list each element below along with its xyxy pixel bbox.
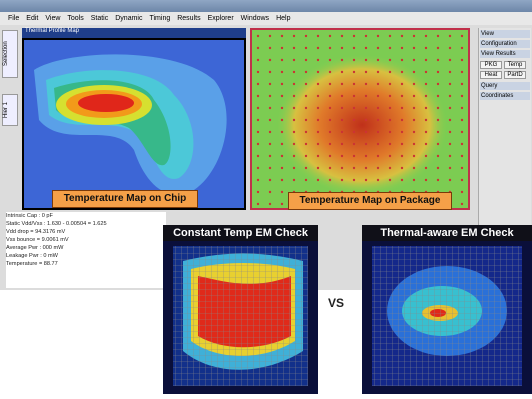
section-header: View — [480, 30, 530, 38]
menu-bar: File Edit View Tools Static Dynamic Timing Resu… — [0, 12, 532, 25]
section-header: Coordinates — [480, 92, 530, 100]
log-line: Temperature = 88.77 — [6, 261, 58, 267]
button[interactable]: PartD — [504, 71, 526, 79]
menu-item[interactable]: Static — [90, 15, 109, 22]
log-line: Intrinsic Cap : 0 pF — [6, 213, 53, 219]
log-line: Static Vdd/Vss : 1.630 - 0.00504 = 1.625 — [6, 221, 107, 227]
button[interactable]: PKG — [480, 61, 502, 69]
button[interactable]: Temp — [504, 61, 526, 69]
log-line: Vss bounce = 9.0061 mV — [6, 237, 69, 243]
package-label: Temperature Map on Package — [288, 192, 452, 210]
vs-label: VS — [328, 296, 345, 310]
em-left-panel: Constant Temp EM Check — [163, 225, 318, 394]
menu-item[interactable]: Dynamic — [115, 15, 143, 22]
em-right-panel: Thermal-aware EM Check — [362, 225, 532, 394]
section-header: View Results — [480, 50, 530, 58]
button[interactable]: Heat — [480, 71, 502, 79]
menu-item[interactable]: Help — [276, 15, 291, 22]
em-map — [173, 246, 308, 386]
em-title: Constant Temp EM Check — [163, 225, 318, 241]
package-map — [252, 30, 468, 208]
menu-item[interactable]: File — [8, 15, 20, 22]
chip-map — [24, 40, 244, 208]
log-line: Vdd drop = 94.3176 mV — [6, 229, 66, 235]
em-title: Thermal-aware EM Check — [362, 225, 532, 241]
chip-label: Temperature Map on Chip — [52, 190, 198, 208]
log-line: Average Pwr : 000 mW — [6, 245, 64, 251]
side-tabs: Selection Hier 1 — [2, 30, 18, 126]
menu-item[interactable]: Windows — [240, 15, 270, 22]
menu-item[interactable]: Edit — [26, 15, 39, 22]
menu-item[interactable]: Explorer — [207, 15, 234, 22]
log-output: Intrinsic Cap : 0 pF Static Vdd/Vss : 1.6… — [6, 212, 166, 288]
menu-item[interactable]: View — [45, 15, 61, 22]
panel-title: Thermal Profile Map — [22, 28, 246, 38]
menu-item[interactable]: Tools — [67, 15, 84, 22]
em-map — [372, 246, 522, 386]
side-tab[interactable]: Hier 1 — [2, 94, 18, 126]
menu-item[interactable]: Results — [177, 15, 201, 22]
title-bar — [0, 0, 532, 12]
section-header: Configuration — [480, 40, 530, 48]
side-tab[interactable]: Selection — [2, 30, 18, 78]
package-panel — [250, 28, 470, 210]
menu-item[interactable]: Timing — [149, 15, 171, 22]
log-line: Leakage Pwr : 0 mW — [6, 253, 58, 259]
chip-panel: Thermal Profile Map — [22, 28, 246, 210]
section-header: Query — [480, 82, 530, 90]
